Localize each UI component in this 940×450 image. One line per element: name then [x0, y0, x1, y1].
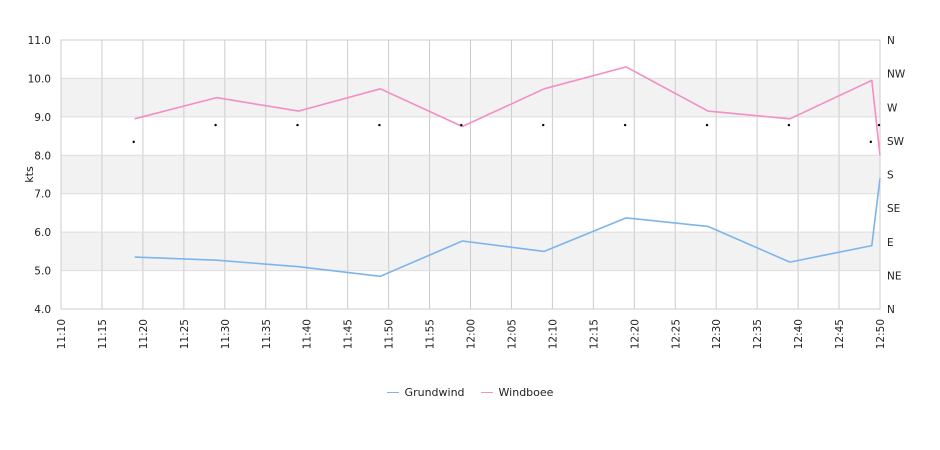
- x-tick-label: 12:25: [670, 319, 682, 349]
- legend-label-windboee: Windboee: [498, 386, 554, 399]
- series-line-windboee: [134, 66, 881, 156]
- legend-item-windboee[interactable]: Windboee: [480, 386, 554, 399]
- x-tick-label: 12:40: [793, 319, 805, 349]
- legend: Grundwind Windboee: [0, 386, 940, 399]
- direction-tick-label: SW: [887, 136, 905, 148]
- x-tick-label: 11:45: [343, 319, 355, 349]
- direction-marker: [214, 123, 217, 127]
- direction-marker: [705, 123, 709, 127]
- direction-tick-label: N: [887, 35, 895, 47]
- plot-frame: [60, 39, 881, 310]
- series-line-grundwind: [134, 178, 881, 278]
- direction-tick-label: N: [887, 304, 895, 316]
- direction-markers: [132, 123, 881, 144]
- x-tick-label: 12:35: [752, 319, 764, 349]
- direction-tick-label: E: [887, 237, 894, 249]
- y-tick-label: 4.0: [34, 304, 51, 316]
- x-tick-label: 12:00: [466, 319, 478, 349]
- y-tick-label: 9.0: [34, 112, 51, 124]
- x-tick-label: 12:50: [875, 319, 887, 349]
- x-tick-label: 11:20: [138, 319, 150, 349]
- direction-tick-label: NE: [887, 270, 902, 282]
- legend-swatch-windboee: [480, 392, 493, 393]
- y-axis-ticks: 4.0 5.0 6.0 7.0 8.0 9.0 10.0 11.0: [28, 35, 51, 316]
- direction-marker: [877, 123, 881, 127]
- vertical-gridlines: [60, 40, 881, 309]
- direction-marker: [460, 123, 463, 127]
- y-tick-label: 6.0: [34, 227, 51, 239]
- direction-marker: [296, 123, 299, 127]
- x-tick-label: 11:30: [220, 319, 232, 349]
- series-layer: [134, 66, 881, 278]
- direction-tick-label: NW: [887, 69, 906, 81]
- direction-marker: [542, 123, 545, 127]
- x-tick-label: 11:40: [302, 319, 314, 349]
- x-tick-label: 11:15: [97, 319, 109, 349]
- x-tick-label: 11:35: [261, 319, 273, 349]
- direction-tick-label: SE: [887, 203, 900, 215]
- direction-axis-ticks: N NE E SE S SW W NW N: [887, 35, 906, 316]
- x-tick-label: 11:50: [384, 319, 396, 349]
- legend-label-grundwind: Grundwind: [404, 386, 465, 399]
- x-tick-label: 12:15: [588, 319, 600, 349]
- y-tick-label: 10.0: [28, 73, 51, 85]
- y-tick-label: 11.0: [28, 35, 51, 47]
- y-axis-title: kts: [23, 166, 36, 183]
- x-tick-label: 11:25: [179, 319, 191, 349]
- x-tick-label: 12:05: [506, 319, 518, 349]
- x-tick-label: 12:10: [547, 319, 559, 349]
- legend-item-grundwind[interactable]: Grundwind: [386, 386, 465, 399]
- direction-marker: [869, 140, 873, 144]
- x-tick-label: 12:45: [834, 319, 846, 349]
- direction-marker: [378, 123, 381, 127]
- y-tick-label: 7.0: [34, 189, 51, 201]
- direction-marker: [623, 123, 627, 127]
- y-tick-label: 5.0: [34, 266, 51, 278]
- x-tick-label: 12:20: [629, 319, 641, 349]
- x-tick-label: 12:30: [711, 319, 723, 349]
- x-axis-ticks: 11:10 11:15 11:20 11:25 11:30 11:35 11:40 11:45…: [56, 319, 887, 349]
- x-tick-label: 11:10: [56, 319, 68, 349]
- direction-tick-label: S: [887, 170, 894, 182]
- direction-marker: [787, 123, 791, 127]
- direction-tick-label: W: [887, 102, 898, 114]
- legend-swatch-grundwind: [386, 392, 399, 393]
- direction-marker: [132, 140, 135, 144]
- y-tick-label: 8.0: [34, 150, 51, 162]
- x-tick-label: 11:55: [425, 319, 437, 349]
